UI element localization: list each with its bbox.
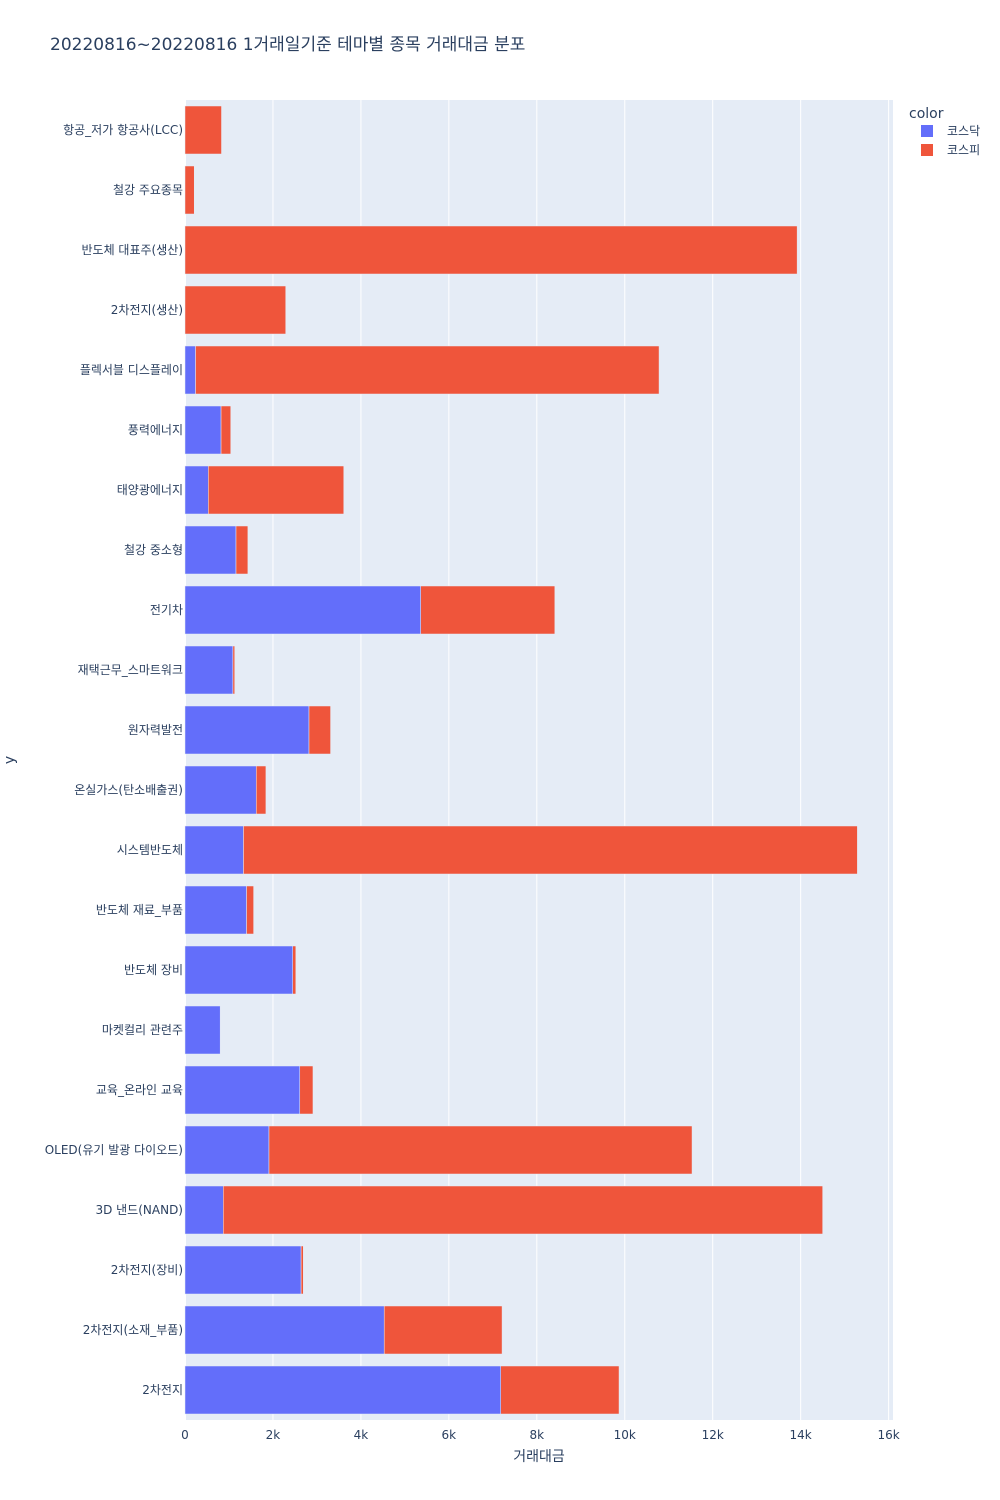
legend-item-kospi[interactable]: 코스피 (921, 143, 980, 157)
y-tick-label: 교육_온라인 교육 (96, 1083, 183, 1097)
x-tick-label: 16k (877, 1428, 899, 1442)
legend-item-kosdaq[interactable]: 코스닥 (921, 124, 980, 138)
bar-kospi[interactable] (300, 1245, 304, 1295)
bar-kospi[interactable] (235, 525, 249, 575)
bar-kospi[interactable] (220, 405, 231, 455)
y-tick-label: 2차전지(소재_부품) (83, 1323, 183, 1337)
bar-kospi[interactable] (292, 945, 297, 995)
bar-kosdaq[interactable] (184, 885, 247, 935)
bar-kosdaq[interactable] (184, 945, 293, 995)
bar-kospi[interactable] (184, 225, 798, 275)
x-tick-labels: 0 2k 4k 6k 8k 10k 12k 14k 16k (181, 1428, 900, 1442)
bar-kosdaq[interactable] (184, 465, 209, 515)
y-tick-label: 태양광에너지 (117, 483, 183, 497)
y-tick-label: 반도체 재료_부품 (96, 903, 183, 917)
x-tick-label: 2k (266, 1428, 281, 1442)
bars (184, 105, 858, 1415)
y-tick-label: 철강 주요종목 (113, 183, 183, 197)
bar-kosdaq[interactable] (184, 1305, 385, 1355)
bar-kospi[interactable] (184, 285, 286, 335)
bar-kosdaq[interactable] (184, 525, 237, 575)
legend-title: color (909, 106, 944, 122)
y-tick-label: 2차전지(장비) (111, 1263, 183, 1277)
x-tick-label: 10k (614, 1428, 636, 1442)
bar-kosdaq[interactable] (184, 585, 421, 635)
bar-kospi[interactable] (420, 585, 556, 635)
y-tick-label: 2차전지(생산) (111, 303, 183, 317)
y-tick-label: 반도체 대표주(생산) (82, 243, 184, 257)
bar-kospi[interactable] (308, 705, 331, 755)
y-tick-label: 풍력에너지 (128, 423, 183, 437)
bar-kospi[interactable] (383, 1305, 503, 1355)
bar-kospi[interactable] (255, 765, 267, 815)
bar-kospi[interactable] (299, 1065, 314, 1115)
x-axis-title: 거래대금 (513, 1449, 565, 1465)
bar-kosdaq[interactable] (184, 1245, 302, 1295)
bar-kospi[interactable] (232, 645, 235, 695)
y-axis-title: y (2, 756, 18, 764)
bar-kospi[interactable] (184, 165, 195, 215)
legend-label-kospi: 코스피 (947, 143, 980, 157)
bar-kospi[interactable] (195, 345, 660, 395)
y-tick-label: 재택근무_스마트워크 (78, 663, 183, 677)
chart-title: 20220816~20220816 1거래일기준 테마별 종목 거래대금 분포 (50, 35, 525, 55)
y-tick-label: 마켓컬리 관련주 (102, 1023, 183, 1037)
bar-kosdaq[interactable] (184, 405, 222, 455)
bar-kosdaq[interactable] (184, 705, 310, 755)
legend-swatch-kospi (921, 144, 933, 156)
bar-kospi[interactable] (268, 1125, 693, 1175)
bar-kosdaq[interactable] (184, 1005, 221, 1055)
y-tick-label: 항공_저가 항공사(LCC) (63, 123, 183, 137)
x-tick-label: 6k (442, 1428, 457, 1442)
bar-kosdaq[interactable] (184, 1065, 301, 1115)
x-tick-label: 8k (530, 1428, 545, 1442)
y-tick-label: 2차전지 (142, 1383, 183, 1397)
bar-kosdaq[interactable] (184, 765, 257, 815)
bar-kosdaq[interactable] (184, 1185, 224, 1235)
y-tick-label: 시스템반도체 (117, 843, 183, 857)
x-tick-label: 14k (790, 1428, 812, 1442)
legend-swatch-kosdaq (921, 125, 933, 137)
y-tick-label: 온실가스(탄소배출권) (74, 783, 183, 797)
bar-kospi[interactable] (246, 885, 254, 935)
bar-kosdaq[interactable] (184, 825, 244, 875)
y-tick-labels: 2차전지 2차전지(소재_부품) 2차전지(장비) 3D 낸드(NAND) OLED(유… (45, 123, 183, 1397)
bar-kosdaq[interactable] (184, 1365, 501, 1415)
y-tick-label: OLED(유기 발광 다이오드) (45, 1143, 183, 1157)
bar-kospi[interactable] (243, 825, 858, 875)
bar-kospi[interactable] (223, 1185, 823, 1235)
x-tick-label: 4k (354, 1428, 369, 1442)
y-tick-label: 철강 중소형 (124, 543, 183, 557)
y-tick-label: 반도체 장비 (124, 963, 183, 977)
bar-kospi[interactable] (184, 105, 222, 155)
bar-kosdaq[interactable] (184, 345, 196, 395)
y-tick-label: 3D 낸드(NAND) (95, 1203, 183, 1217)
x-tick-label: 0 (181, 1428, 189, 1442)
legend-label-kosdaq: 코스닥 (947, 124, 980, 138)
bar-kospi[interactable] (208, 465, 345, 515)
bar-kospi[interactable] (500, 1365, 620, 1415)
bar-kosdaq[interactable] (184, 1125, 270, 1175)
y-tick-label: 원자력발전 (128, 723, 183, 737)
legend: color 코스닥 코스피 (909, 106, 980, 157)
y-tick-label: 플렉서블 디스플레이 (80, 363, 183, 377)
x-tick-label: 12k (702, 1428, 724, 1442)
y-tick-label: 전기차 (150, 603, 183, 617)
bar-kosdaq[interactable] (184, 645, 234, 695)
